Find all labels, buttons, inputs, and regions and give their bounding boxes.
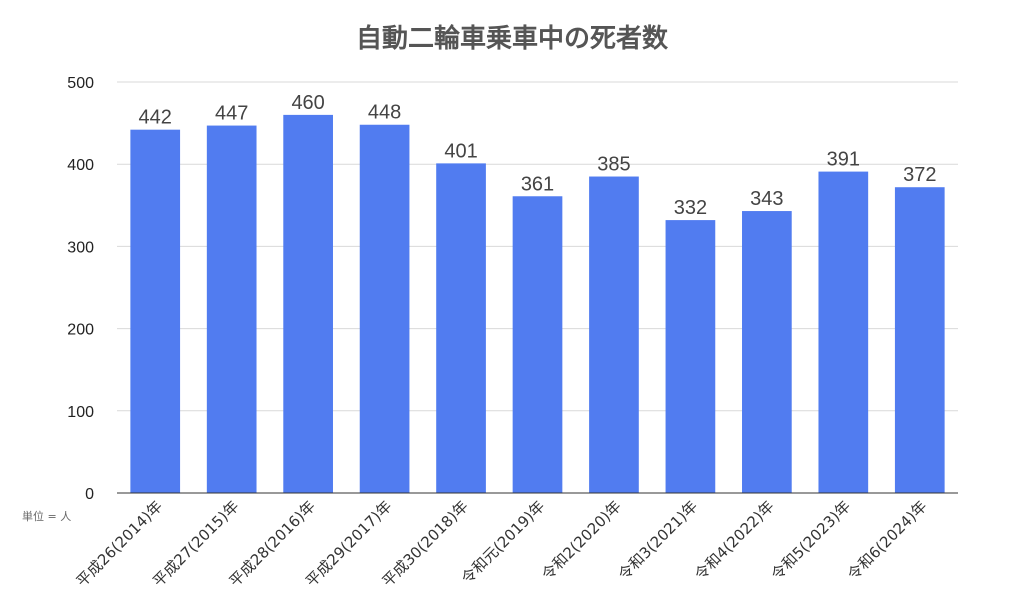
bar xyxy=(894,187,945,493)
data-label: 442 xyxy=(139,107,172,129)
data-label: 401 xyxy=(444,140,477,162)
x-tick-label: 令和6(2024)年 xyxy=(844,497,931,584)
bar xyxy=(742,211,792,493)
bar xyxy=(818,171,869,493)
y-axis: 0 100 200 300 400 500 xyxy=(67,75,94,503)
y-tick-label: 300 xyxy=(67,239,94,256)
x-axis: 平成26(2014)年平成27(2015)年平成28(2016)年平成29(20… xyxy=(73,497,931,590)
data-label: 361 xyxy=(521,173,554,195)
bar xyxy=(512,196,563,493)
bar xyxy=(665,220,716,493)
bar xyxy=(359,124,410,493)
x-tick-label: 令和元(2019)年 xyxy=(458,497,548,587)
y-tick-label: 100 xyxy=(67,404,94,421)
data-label: 391 xyxy=(827,149,860,171)
bar xyxy=(436,163,486,494)
unit-note: 単位 = 人 xyxy=(22,509,71,523)
bar xyxy=(283,114,333,493)
data-label: 343 xyxy=(750,188,783,210)
x-tick-label: 令和5(2023)年 xyxy=(768,497,855,584)
data-label: 385 xyxy=(597,154,630,176)
x-tick-label: 令和3(2021)年 xyxy=(615,497,702,584)
bars xyxy=(130,114,945,494)
data-label: 332 xyxy=(674,197,707,219)
bar xyxy=(130,129,181,493)
data-label: 372 xyxy=(903,164,936,186)
x-tick-label: 令和4(2022)年 xyxy=(691,497,778,584)
y-tick-label: 500 xyxy=(67,75,94,92)
y-tick-label: 400 xyxy=(67,157,94,174)
x-tick-label: 令和2(2020)年 xyxy=(538,497,625,584)
data-label: 448 xyxy=(368,102,401,124)
bar xyxy=(206,125,257,493)
data-label: 447 xyxy=(215,103,248,125)
chart-title: 自動二輪車乗車中の死者数 xyxy=(356,23,669,54)
data-label: 460 xyxy=(291,92,324,114)
data-labels: 442 447 460 448 401 361 385 332 343 391 372 xyxy=(139,92,937,219)
bar xyxy=(589,176,639,493)
y-tick-label: 200 xyxy=(67,322,94,339)
y-tick-label: 0 xyxy=(85,486,94,503)
